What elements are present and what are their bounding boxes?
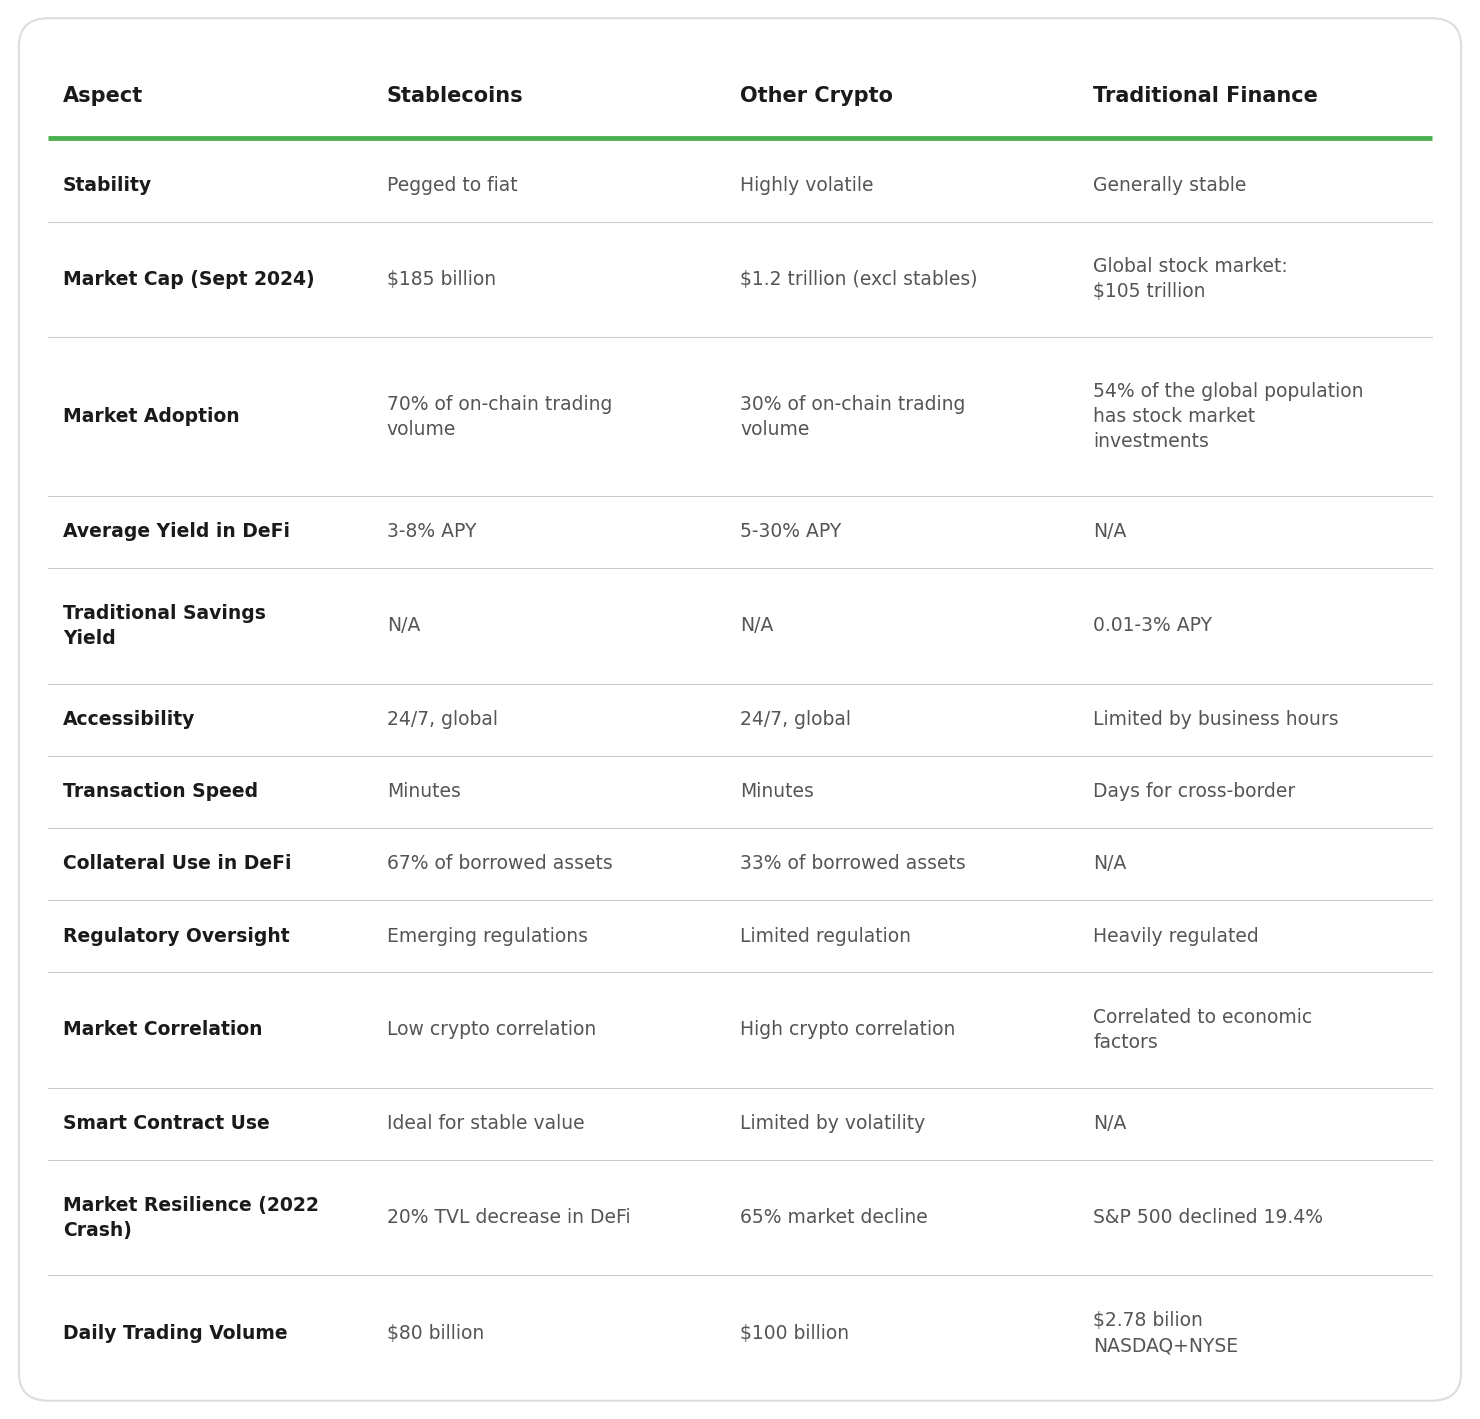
Text: Stablecoins: Stablecoins — [386, 87, 524, 106]
Text: N/A: N/A — [386, 616, 420, 636]
Text: 70% of on-chain trading
volume: 70% of on-chain trading volume — [386, 394, 613, 438]
Text: Accessibility: Accessibility — [64, 710, 195, 729]
Text: 30% of on-chain trading
volume: 30% of on-chain trading volume — [740, 394, 965, 438]
Text: Minutes: Minutes — [740, 782, 814, 802]
Text: 24/7, global: 24/7, global — [740, 710, 851, 729]
Text: Smart Contract Use: Smart Contract Use — [64, 1114, 269, 1134]
Text: Traditional Finance: Traditional Finance — [1094, 87, 1319, 106]
Text: 20% TVL decrease in DeFi: 20% TVL decrease in DeFi — [386, 1208, 630, 1227]
Text: Limited by volatility: Limited by volatility — [740, 1114, 925, 1134]
Text: $185 billion: $185 billion — [386, 270, 496, 289]
Text: Ideal for stable value: Ideal for stable value — [386, 1114, 585, 1134]
Text: 65% market decline: 65% market decline — [740, 1208, 928, 1227]
Text: Market Resilience (2022
Crash): Market Resilience (2022 Crash) — [64, 1196, 318, 1240]
Text: 5-30% APY: 5-30% APY — [740, 522, 841, 542]
Text: N/A: N/A — [1094, 854, 1126, 874]
Text: Traditional Savings
Yield: Traditional Savings Yield — [64, 604, 266, 648]
Text: Daily Trading Volume: Daily Trading Volume — [64, 1324, 287, 1342]
Text: Emerging regulations: Emerging regulations — [386, 927, 588, 945]
Text: $100 billion: $100 billion — [740, 1324, 850, 1342]
Text: N/A: N/A — [1094, 522, 1126, 542]
Text: Generally stable: Generally stable — [1094, 176, 1246, 194]
Text: Days for cross-border: Days for cross-border — [1094, 782, 1295, 802]
Text: S&P 500 declined 19.4%: S&P 500 declined 19.4% — [1094, 1208, 1323, 1227]
Text: Market Cap (Sept 2024): Market Cap (Sept 2024) — [64, 270, 315, 289]
Text: 54% of the global population
has stock market
investments: 54% of the global population has stock m… — [1094, 382, 1363, 451]
Text: Low crypto correlation: Low crypto correlation — [386, 1020, 596, 1040]
Text: Regulatory Oversight: Regulatory Oversight — [64, 927, 290, 945]
Text: Limited by business hours: Limited by business hours — [1094, 710, 1339, 729]
Text: Limited regulation: Limited regulation — [740, 927, 912, 945]
Text: 3-8% APY: 3-8% APY — [386, 522, 477, 542]
Text: Correlated to economic
factors: Correlated to economic factors — [1094, 1007, 1313, 1051]
Text: Aspect: Aspect — [64, 87, 144, 106]
Text: $80 billion: $80 billion — [386, 1324, 484, 1342]
Text: Average Yield in DeFi: Average Yield in DeFi — [64, 522, 290, 542]
Text: 33% of borrowed assets: 33% of borrowed assets — [740, 854, 966, 874]
Text: Highly volatile: Highly volatile — [740, 176, 873, 194]
Text: Transaction Speed: Transaction Speed — [64, 782, 258, 802]
Text: Global stock market:
$105 trillion: Global stock market: $105 trillion — [1094, 257, 1288, 301]
Text: N/A: N/A — [1094, 1114, 1126, 1134]
Text: Collateral Use in DeFi: Collateral Use in DeFi — [64, 854, 292, 874]
Text: Other Crypto: Other Crypto — [740, 87, 892, 106]
Text: 24/7, global: 24/7, global — [386, 710, 497, 729]
Text: 67% of borrowed assets: 67% of borrowed assets — [386, 854, 613, 874]
Text: High crypto correlation: High crypto correlation — [740, 1020, 956, 1040]
Text: Stability: Stability — [64, 176, 152, 194]
Text: Market Adoption: Market Adoption — [64, 407, 240, 426]
Text: Minutes: Minutes — [386, 782, 460, 802]
Text: Heavily regulated: Heavily regulated — [1094, 927, 1259, 945]
Text: $2.78 bilion
NASDAQ+NYSE: $2.78 bilion NASDAQ+NYSE — [1094, 1311, 1239, 1355]
Text: Market Correlation: Market Correlation — [64, 1020, 262, 1040]
Text: Pegged to fiat: Pegged to fiat — [386, 176, 518, 194]
Text: N/A: N/A — [740, 616, 774, 636]
Text: $1.2 trillion (excl stables): $1.2 trillion (excl stables) — [740, 270, 977, 289]
Text: 0.01-3% APY: 0.01-3% APY — [1094, 616, 1212, 636]
